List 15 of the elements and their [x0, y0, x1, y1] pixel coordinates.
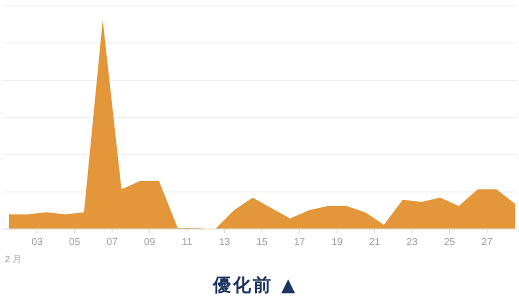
x-tick-label: 23	[406, 237, 418, 248]
x-tick-label: 05	[69, 237, 81, 248]
text: 優化前 ▲	[212, 275, 298, 296]
x-axis-title: 2 月	[5, 254, 22, 264]
x-tick-label: 19	[331, 237, 344, 248]
x-tick-label: 03	[32, 237, 44, 248]
x-tick-label: 21	[368, 237, 381, 248]
x-tick-label: 09	[144, 237, 156, 248]
x-tick-label: 11	[182, 237, 193, 248]
x-tick-label: 17	[294, 237, 306, 248]
x-tick-label: 15	[256, 237, 268, 248]
x-tick-label: 07	[106, 237, 118, 248]
x-tick-label: 27	[481, 237, 494, 248]
x-tick-label: 13	[219, 237, 231, 248]
x-tick-label: 25	[444, 237, 456, 248]
